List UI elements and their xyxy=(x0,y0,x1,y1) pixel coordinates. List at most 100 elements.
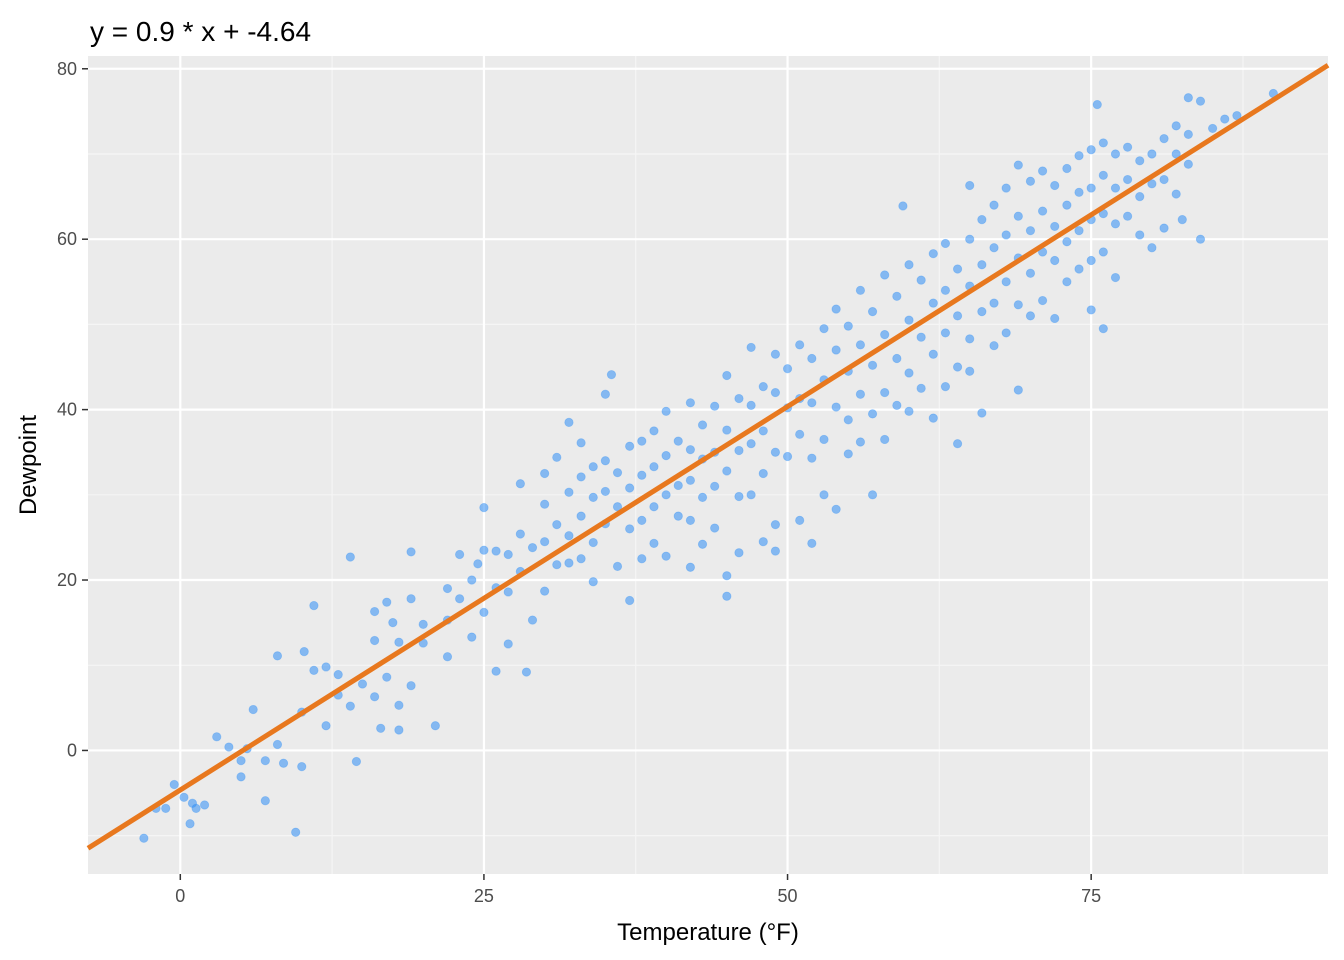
scatter-point xyxy=(1050,313,1060,324)
scatter-point xyxy=(370,635,380,646)
scatter-point xyxy=(1195,96,1206,106)
scatter-point xyxy=(722,591,732,601)
scatter-point xyxy=(661,490,671,500)
scatter-point xyxy=(898,201,908,211)
scatter-point xyxy=(1074,187,1084,197)
x-tick-label: 50 xyxy=(778,886,798,906)
scatter-point xyxy=(637,554,647,564)
scatter-point xyxy=(612,561,623,571)
y-tick-label: 0 xyxy=(67,740,77,760)
scatter-point xyxy=(515,529,525,539)
scatter-point xyxy=(576,438,586,448)
scatter-point xyxy=(291,827,301,837)
scatter-point xyxy=(722,425,732,435)
scatter-point xyxy=(1025,226,1036,236)
scatter-point xyxy=(1001,183,1011,193)
scatter-point xyxy=(515,479,525,489)
scatter-point xyxy=(467,632,477,642)
scatter-point xyxy=(867,409,878,419)
scatter-point xyxy=(625,441,635,451)
scatter-point xyxy=(928,249,938,259)
scatter-point xyxy=(1098,170,1108,180)
x-tick-label: 0 xyxy=(175,886,185,906)
y-axis-title: Dewpoint xyxy=(15,415,42,515)
scatter-point xyxy=(892,291,902,301)
scatter-point xyxy=(734,491,744,502)
scatter-point xyxy=(1147,149,1157,159)
y-tick-label: 40 xyxy=(57,400,77,420)
x-axis-ticks: 0 25 50 75 xyxy=(175,874,1101,906)
scatter-point xyxy=(880,330,890,340)
scatter-point xyxy=(1062,277,1072,287)
scatter-point xyxy=(940,238,951,249)
scatter-point xyxy=(831,504,841,514)
scatter-point xyxy=(576,511,586,521)
scatter-point xyxy=(394,700,404,710)
scatter-point xyxy=(1001,328,1011,338)
scatter-point xyxy=(297,762,307,772)
scatter-point xyxy=(625,483,635,493)
scatter-point xyxy=(843,415,853,425)
scatter-point xyxy=(552,560,562,570)
scatter-point xyxy=(831,345,841,355)
scatter-point xyxy=(442,652,453,662)
scatter-point xyxy=(564,487,574,497)
scatter-point xyxy=(673,511,683,521)
scatter-point xyxy=(746,439,756,449)
scatter-point xyxy=(376,723,386,733)
scatter-point xyxy=(1001,230,1011,240)
scatter-point xyxy=(1062,237,1072,247)
scatter-point xyxy=(406,681,416,691)
scatter-point xyxy=(309,600,319,611)
scatter-point xyxy=(588,537,598,548)
scatter-point xyxy=(1123,211,1133,221)
scatter-point xyxy=(697,420,708,430)
scatter-point xyxy=(479,545,489,555)
scatter-point xyxy=(661,451,671,461)
scatter-point xyxy=(928,349,938,359)
scatter-point xyxy=(916,332,926,342)
scatter-point xyxy=(649,426,659,436)
scatter-point xyxy=(1147,243,1157,253)
scatter-point xyxy=(1074,226,1084,236)
scatter-point xyxy=(782,364,793,374)
scatter-point xyxy=(867,490,878,500)
scatter-point xyxy=(965,366,975,376)
scatter-point xyxy=(625,595,635,606)
scatter-point xyxy=(940,382,951,392)
scatter-point xyxy=(1025,268,1036,278)
scatter-point xyxy=(710,481,720,491)
scatter-point xyxy=(406,547,416,557)
scatter-point xyxy=(807,453,817,463)
scatter-point xyxy=(880,434,890,445)
scatter-point xyxy=(321,721,331,731)
scatter-point xyxy=(685,562,695,572)
scatter-point xyxy=(1086,255,1096,266)
scatter-point xyxy=(819,324,829,334)
scatter-point xyxy=(600,486,610,497)
scatter-point xyxy=(770,520,781,530)
plot-panel xyxy=(88,56,1328,874)
scatter-point xyxy=(382,597,392,607)
scatter-point xyxy=(855,340,866,350)
scatter-point xyxy=(1110,219,1121,229)
scatter-point xyxy=(1208,123,1218,134)
scatter-point xyxy=(1171,121,1181,131)
scatter-point xyxy=(795,429,805,439)
y-tick-label: 60 xyxy=(57,229,77,249)
scatter-point xyxy=(394,637,404,647)
scatter-point xyxy=(940,328,951,338)
scatter-point xyxy=(989,200,999,210)
scatter-point xyxy=(1232,111,1242,121)
scatter-point xyxy=(272,739,283,750)
scatter-point xyxy=(819,434,829,445)
scatter-point xyxy=(965,334,975,344)
scatter-point xyxy=(807,398,817,408)
scatter-point xyxy=(928,413,938,423)
scatter-point xyxy=(952,362,963,372)
scatter-point xyxy=(697,539,708,549)
scatter-point xyxy=(185,819,195,829)
scatter-point xyxy=(1195,234,1206,244)
scatter-point xyxy=(236,772,246,782)
scatter-point xyxy=(952,311,963,321)
